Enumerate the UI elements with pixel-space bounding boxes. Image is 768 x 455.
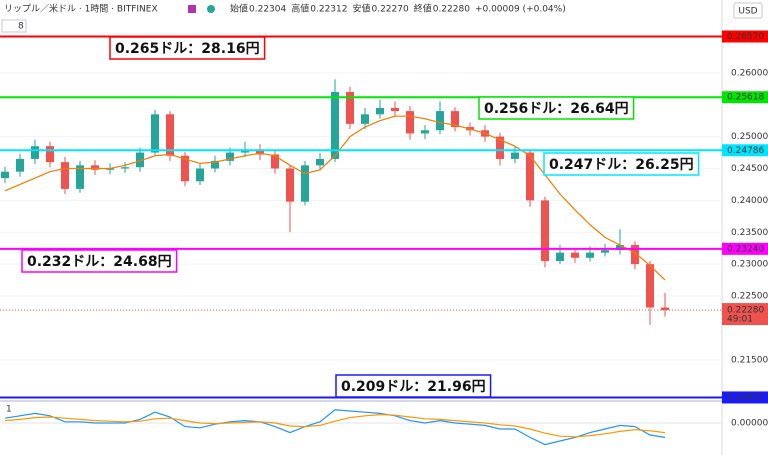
symbol: リップル／米ドル · 1時間 · BITFINEX [4, 3, 158, 15]
candle-body [121, 167, 129, 169]
change: +0.00009 (+0.04%) [475, 5, 566, 15]
flag-icon [188, 5, 196, 13]
candle-body [286, 168, 294, 202]
level-label: 0.23240 [727, 244, 764, 254]
y-tick-label: 0.24500 [731, 164, 768, 174]
candle-body [136, 152, 144, 168]
candle-body [511, 152, 519, 159]
note-box [21, 249, 178, 273]
level-label: 0.25618 [727, 93, 764, 103]
candle-body [16, 158, 24, 172]
candle-body [526, 152, 534, 201]
candle-body [541, 200, 549, 261]
ohlc-label: 高値 [291, 3, 309, 15]
ohlc-label: 終値 [414, 3, 432, 15]
candle-body [661, 307, 669, 311]
y-tick-label: 0.24000 [731, 196, 768, 206]
level-note: 0.232ドル：24.68円 [27, 254, 172, 270]
series-line [4, 409, 666, 446]
candle-body [106, 168, 114, 170]
candle-body [451, 111, 459, 128]
ohlc-value: 0.22312 [310, 5, 347, 15]
candle-body [46, 146, 54, 163]
candle-body [331, 91, 339, 159]
macd-index: 1 [6, 405, 12, 415]
last-price-tag [722, 303, 768, 326]
candle-body [196, 168, 204, 182]
candle-body [631, 245, 639, 265]
candle-body [646, 264, 654, 308]
candle-body [376, 107, 384, 115]
currency[interactable]: USD [738, 7, 757, 17]
note-box [335, 374, 492, 398]
candle-body [1, 171, 9, 179]
candle-body [391, 107, 399, 112]
ohlc-value: 0.22270 [371, 5, 408, 15]
level-note: 0.209ドル：21.96円 [341, 379, 486, 395]
ohlc-label: 安値 [352, 3, 370, 15]
y-tick-label: 0.25000 [731, 132, 768, 142]
level-tag [722, 91, 768, 104]
y-tick-label: 0.00000 [731, 419, 768, 429]
y-tick-label: 0.23500 [731, 228, 768, 238]
candle-body [361, 114, 369, 124]
candle-body [571, 252, 579, 258]
note-box [109, 36, 266, 60]
candle-body [226, 152, 234, 161]
candle-body [616, 245, 624, 251]
series-line [4, 413, 666, 438]
candle-body [316, 158, 324, 166]
level-note: 0.256ドル：26.64円 [484, 101, 629, 117]
candle-body [76, 165, 84, 189]
level-tag [722, 242, 768, 255]
ohlc-label: 始値 [230, 3, 248, 15]
countdown: 49:01 [727, 315, 753, 325]
candle-body [601, 250, 609, 253]
candle-body [166, 114, 174, 156]
level-label: 0.24786 [727, 146, 764, 156]
candle-body [346, 91, 354, 124]
y-tick-label: 0.22500 [731, 292, 768, 302]
candle-body [91, 165, 99, 170]
candle-body [31, 146, 39, 159]
series-line [4, 115, 666, 281]
ohlc-value: 0.22280 [433, 5, 470, 15]
candle-body [301, 165, 309, 202]
note-box [543, 152, 700, 176]
level-label: 0.20910 [727, 393, 764, 403]
level-tag [722, 144, 768, 157]
indicator-badge[interactable] [1, 19, 27, 33]
y-tick-label: 0.21500 [731, 355, 768, 365]
ohlc-value: 0.22304 [249, 5, 286, 15]
candle-body [181, 155, 189, 182]
level-tag [722, 30, 768, 43]
candle-body [421, 130, 429, 134]
level-label: 0.26570 [727, 32, 764, 42]
candle-body [586, 252, 594, 258]
level-tag [722, 391, 768, 404]
status-icon [207, 5, 215, 13]
indicator-count: 8 [18, 22, 24, 32]
candle-body [271, 154, 279, 169]
y-tick-label: 0.26000 [731, 68, 768, 78]
candle-body [211, 160, 219, 169]
level-note: 0.265ドル：28.16円 [115, 41, 260, 57]
candle-body [151, 114, 159, 153]
candle-body [496, 136, 504, 159]
y-tick-label: 0.23000 [731, 260, 768, 270]
candle-body [406, 111, 414, 134]
note-box [478, 96, 635, 120]
level-note: 0.247ドル：26.25円 [549, 157, 694, 173]
candle-body [556, 252, 564, 261]
candle-body [61, 162, 69, 189]
candle-body [256, 149, 264, 155]
currency-button[interactable] [733, 2, 763, 19]
candle-body [436, 111, 444, 131]
last-price-label: 0.22280 [727, 306, 764, 316]
